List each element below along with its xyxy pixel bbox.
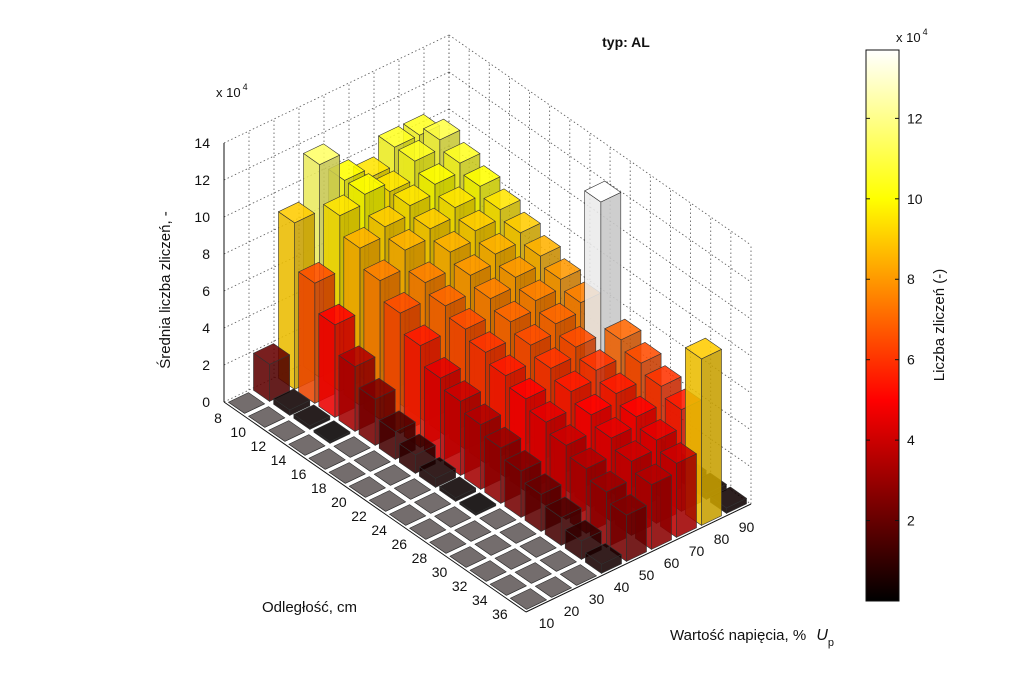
colorbar: 2 4 6 8 10 12 x 10 4 Liczba zliczeń (-): [865, 27, 948, 602]
x-tick-label: 14: [271, 452, 287, 468]
colorbar-ramp: [865, 49, 900, 602]
y-tick-label: 50: [639, 567, 655, 583]
axis-labels-group: 0246810121481012141618202224262830323436…: [194, 135, 754, 631]
colorbar-tick-label: 10: [907, 191, 923, 207]
gridline-side-horizontal: [448, 34, 752, 246]
bar: [418, 456, 457, 488]
x-tick-label: 28: [412, 550, 428, 566]
x-tick-label: 32: [452, 578, 468, 594]
bar: [368, 490, 407, 512]
x-tick-label: 12: [251, 438, 267, 454]
bar: [439, 476, 477, 502]
bar: [373, 464, 411, 486]
z-tick-label: 10: [194, 209, 210, 225]
gridline-side-horizontal: [448, 71, 752, 283]
bar: [273, 388, 311, 416]
z-axis-label: Średnia liczba zliczeń, -: [156, 211, 174, 369]
x-axis-line: [223, 401, 527, 613]
z-tick-label: 0: [202, 394, 210, 410]
bar: [328, 462, 366, 484]
bars-group: [227, 113, 748, 610]
bar: [393, 478, 432, 500]
gridline-side-horizontal: [448, 108, 752, 320]
colorbar-label: Liczba zliczeń (-): [931, 269, 948, 382]
bar: [293, 404, 331, 430]
bar: [389, 504, 427, 526]
bar: [509, 588, 548, 610]
colorbar-tick-label: 2: [907, 513, 915, 529]
x-tick-label: 8: [214, 410, 222, 426]
bar: [248, 406, 286, 428]
bar: [429, 532, 467, 554]
y-tick-label: 80: [714, 531, 730, 547]
bar: [333, 436, 371, 458]
bar: [469, 560, 507, 582]
bar: [348, 476, 386, 498]
bar: [288, 434, 326, 456]
bar: [609, 494, 648, 562]
x-tick-label: 18: [311, 480, 327, 496]
gridline-back-horizontal: [223, 34, 450, 144]
z-tick-label: 12: [194, 172, 210, 188]
bar: [252, 343, 291, 402]
z-multiplier: x 10 4: [216, 82, 248, 100]
x-tick-label: 30: [432, 564, 448, 580]
bar: [313, 420, 351, 444]
y-axis-label: Wartość napięcia, % Up: [670, 627, 834, 649]
y-tick-label: 30: [589, 591, 605, 607]
z-tick-label: 6: [202, 283, 210, 299]
x-tick-label: 26: [391, 536, 407, 552]
chart-title: typ: AL: [602, 34, 650, 50]
z-tick-label: 8: [202, 246, 210, 262]
bar: [353, 450, 391, 472]
z-tick-label: 2: [202, 357, 210, 373]
bar: [459, 492, 497, 516]
x-axis-label: Odległość, cm: [262, 599, 357, 616]
x-tick-label: 10: [230, 424, 246, 440]
y-tick-label: 20: [564, 603, 580, 619]
y-tick-label: 60: [664, 555, 680, 571]
y-tick-label: 40: [614, 579, 630, 595]
x-tick-label: 16: [291, 466, 307, 482]
bar: [539, 550, 577, 572]
z-tick-label: 4: [202, 320, 210, 336]
x-tick-label: 24: [371, 522, 387, 538]
bar: [227, 392, 266, 414]
y-axis-line: [525, 503, 752, 613]
bar: [449, 546, 487, 568]
z-tick-label: 14: [194, 135, 210, 151]
bar: [494, 548, 532, 570]
bar: [414, 492, 452, 514]
bar: [454, 520, 492, 542]
bar: [409, 518, 447, 540]
y-tick-label: 10: [539, 615, 555, 631]
bar: [584, 543, 623, 574]
colorbar-tick-label: 8: [907, 271, 915, 287]
colorbar-tick-label: 12: [907, 110, 923, 126]
bar: [514, 562, 552, 584]
bar: [434, 506, 472, 528]
bar: [519, 536, 557, 558]
gridline-back-horizontal: [223, 71, 450, 181]
bar: [474, 534, 512, 556]
y-tick-label: 70: [689, 543, 705, 559]
colorbar-tick-label: 6: [907, 352, 915, 368]
bar: [308, 448, 346, 470]
colorbar-ticks: 2 4 6 8 10 12: [866, 110, 923, 529]
y-tick-label: 90: [739, 519, 755, 535]
bar: [479, 508, 517, 530]
x-tick-label: 36: [492, 606, 508, 622]
bar: [489, 574, 527, 596]
colorbar-multiplier: x 10 4: [896, 27, 928, 45]
svg-text:x 104: x 10 4: [216, 82, 248, 100]
bar: [534, 576, 573, 598]
colorbar-tick-label: 4: [907, 432, 915, 448]
x-tick-label: 20: [331, 494, 347, 510]
bar: [559, 564, 598, 586]
bar: [499, 522, 537, 544]
x-tick-label: 22: [351, 508, 367, 524]
x-tick-label: 34: [472, 592, 488, 608]
bar: [268, 420, 306, 442]
